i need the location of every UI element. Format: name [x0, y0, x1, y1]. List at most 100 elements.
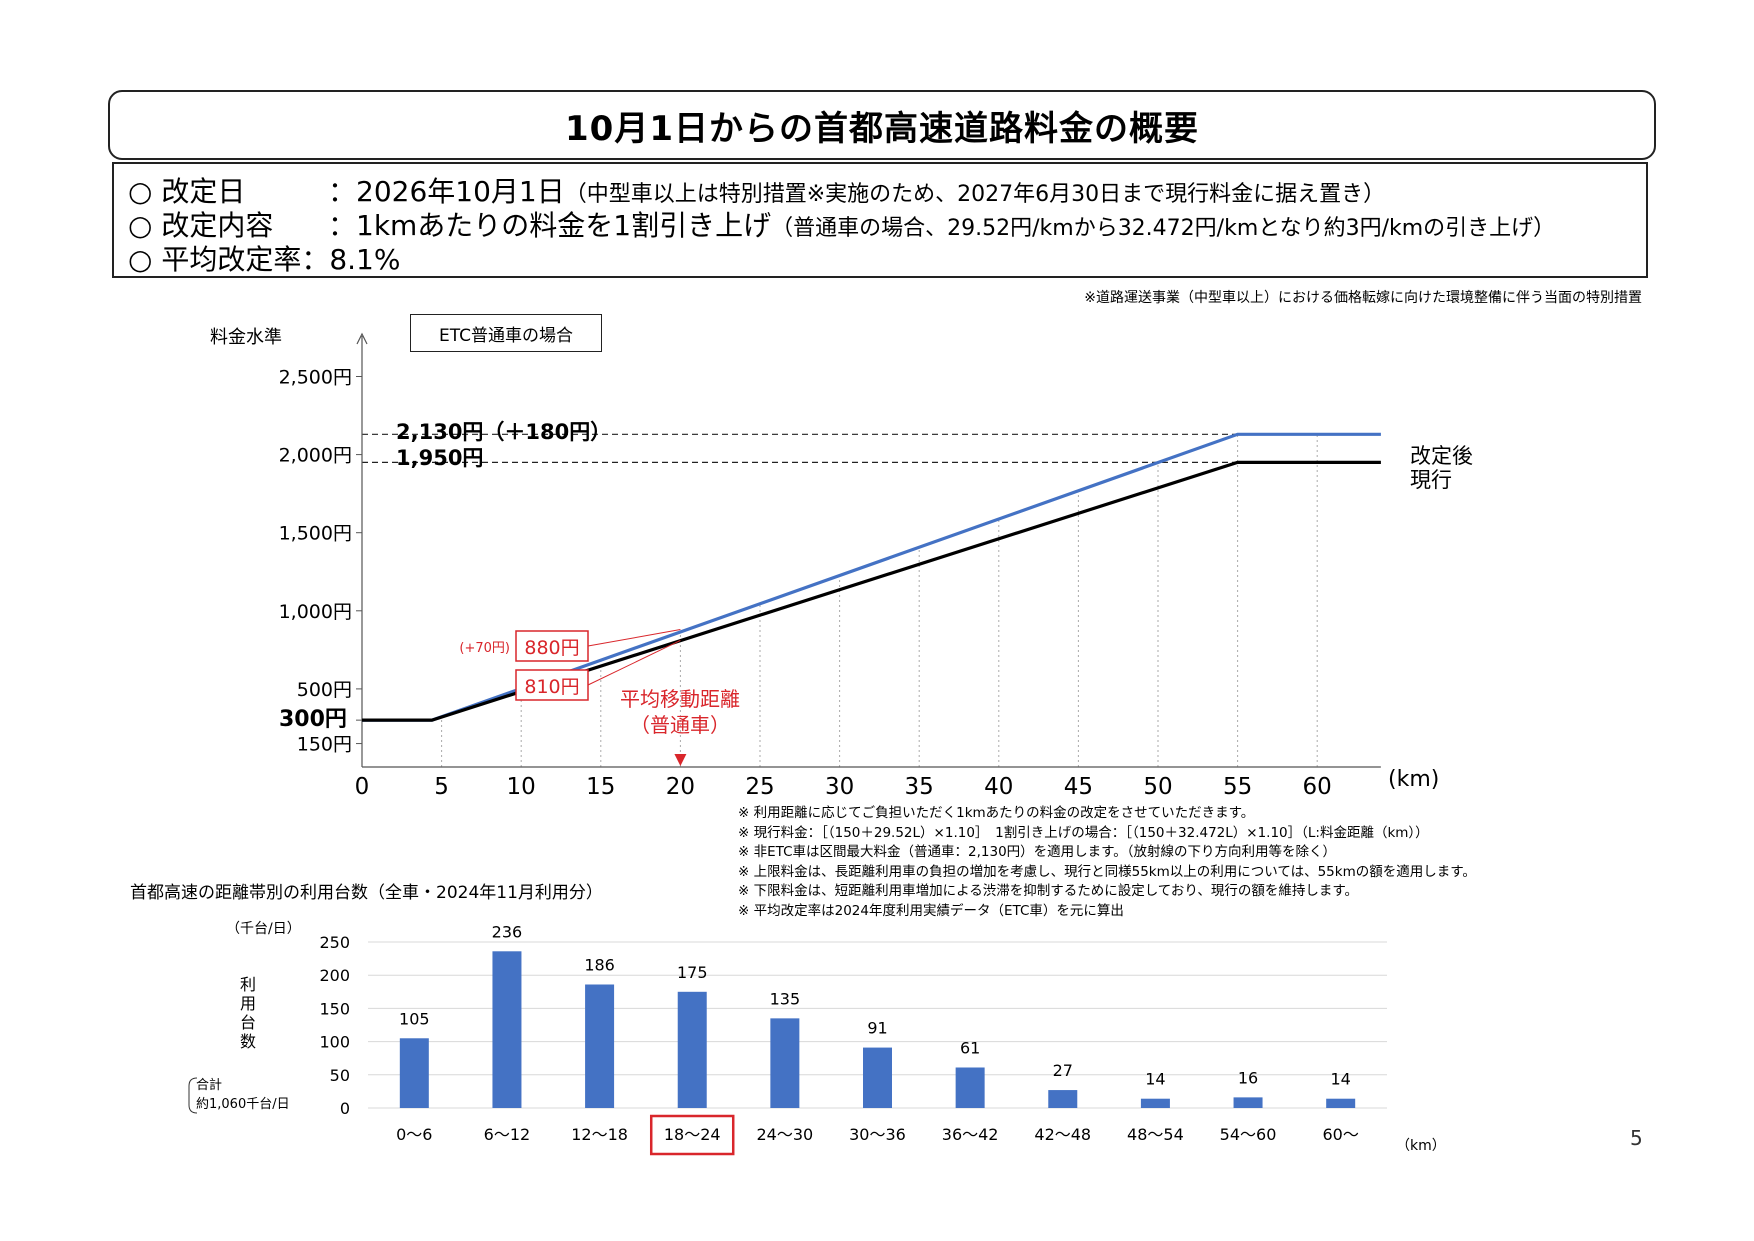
total-value: 約1,060千台/日 — [196, 1097, 290, 1112]
category-label: 36〜42 — [942, 1125, 999, 1144]
bar-value-label: 14 — [1145, 1070, 1165, 1089]
y-label-char: 数 — [240, 1032, 256, 1051]
avg-distance-sub: （普通車） — [630, 713, 730, 737]
series-line-old — [362, 460, 1381, 722]
category-label: 30〜36 — [849, 1125, 906, 1144]
y-tick-label: 2,000円 — [279, 445, 352, 467]
info-label: ○ 改定内容 — [128, 209, 274, 242]
info-row-date: ○ 改定日 ：2026年10月1日 （中型車以上は特別措置※実施のため、2027… — [128, 170, 1632, 208]
category-label: 12〜18 — [571, 1125, 628, 1144]
etc-vehicle-label: ETC普通車の場合 — [410, 314, 602, 352]
bar — [1233, 1097, 1263, 1108]
min-price-label: 300円 — [279, 707, 347, 732]
x-tick-label: 0 — [355, 774, 370, 800]
callout-old-price: 810円 — [524, 676, 579, 698]
info-label: ○ 平均改定率 — [128, 243, 302, 276]
x-tick-label: 60 — [1303, 774, 1332, 800]
legend-new: 改定後 — [1410, 444, 1473, 468]
callout-leader-new — [587, 629, 681, 647]
bar-value-label: 175 — [677, 963, 708, 982]
category-label: 60〜 — [1322, 1125, 1358, 1144]
bar — [1048, 1090, 1078, 1108]
y-tick-label: 200 — [319, 966, 350, 985]
bar — [677, 991, 707, 1108]
callout-group: 880円 810円 (+70円) — [459, 629, 681, 701]
category-label: 0〜6 — [396, 1125, 432, 1144]
y-tick-label: 250 — [319, 933, 350, 952]
bar — [863, 1047, 892, 1108]
total-bracket — [188, 1077, 198, 1114]
chart2-unit: （千台/日） — [226, 921, 301, 937]
fare-notes: ※ 利用距離に応じてご負担いただく1kmあたりの料金の改定をさせていただきます。… — [738, 804, 1476, 921]
bar-value-label: 61 — [960, 1038, 980, 1057]
note-line: ※ 平均改定率は2024年度利用実績データ（ETC車）を元に算出 — [738, 902, 1124, 919]
y-axis-arrow — [356, 332, 368, 345]
note-line: ※ 非ETC車は区間最大料金（普通車：2,130円）を適用します。（放射線の下り… — [738, 844, 1337, 860]
note-line: ※ 上限料金は、長距離利用車の負担の増加を考慮し、現行と同様55km以上の利用に… — [738, 863, 1476, 880]
x-tick-label: 55 — [1223, 774, 1252, 800]
info-value: ：1kmあたりの料金を1割引き上げ — [328, 209, 772, 242]
x-tick-label: 10 — [507, 774, 536, 800]
bar-value-label: 135 — [770, 989, 801, 1008]
y-tick-label: 0 — [340, 1099, 350, 1118]
y-label-char: 用 — [240, 994, 256, 1013]
y-tick-label: 500円 — [297, 679, 352, 701]
x-tick-label: 30 — [825, 774, 854, 800]
chart1-series — [362, 432, 1381, 722]
info-row-rate: ○ 平均改定率 ：8.1% — [128, 238, 1632, 276]
category-label: 48〜54 — [1127, 1125, 1184, 1144]
x-tick-label: 15 — [586, 774, 615, 800]
chart1-x-ticks: 0 5 10 15 20 25 30 35 40 45 50 55 60 — [355, 774, 1332, 800]
x-tick-label: 40 — [984, 774, 1013, 800]
bar — [770, 1018, 800, 1108]
info-label: ○ 改定日 — [128, 175, 246, 208]
legend-old: 現行 — [1410, 468, 1452, 492]
price-new-label: 2,130円（＋180円） — [396, 420, 611, 444]
category-label: 42〜48 — [1034, 1125, 1091, 1144]
note-line: ※ 下限料金は、短距離利用車増加による渋滞を抑制するために設定しており、現行の額… — [738, 883, 1358, 899]
page-title: 10月1日からの首都高速道路料金の概要 — [108, 90, 1656, 160]
chart2-y-ticks: 0 50 100 150 200 250 — [319, 933, 350, 1118]
y-tick-label: 1,500円 — [279, 523, 352, 545]
y-tick-label: 150円 — [297, 734, 352, 756]
bar-value-label: 14 — [1331, 1070, 1351, 1089]
page-number: 5 — [1630, 1126, 1643, 1150]
x-tick-label: 25 — [745, 774, 774, 800]
callout-new-price: 880円 — [524, 637, 579, 659]
note-line: ※ 利用距離に応じてご負担いただく1kmあたりの料金の改定をさせていただきます。 — [738, 805, 1255, 821]
y-label-char: 利 — [240, 975, 256, 994]
info-subnote: （普通車の場合、29.52円/kmから32.472円/kmとなり約3円/kmの引… — [771, 216, 1556, 241]
bar — [955, 1067, 985, 1108]
note-line: ※ 現行料金：［（150＋29.52L）×1.10］ 1割引き上げの場合：［（1… — [738, 824, 1429, 841]
category-label: 18〜24 — [664, 1125, 721, 1144]
info-row-content: ○ 改定内容 ：1kmあたりの料金を1割引き上げ （普通車の場合、29.52円/… — [128, 204, 1632, 242]
callout-box-new — [515, 630, 589, 662]
info-value: ：2026年10月1日 — [328, 175, 565, 208]
special-measure-footnote: ※道路運送事業（中型車以上）における価格転嫁に向けた環境整備に伴う当面の特別措置 — [1084, 290, 1642, 306]
chart1-axes — [356, 332, 1381, 768]
bar-value-label: 91 — [867, 1019, 887, 1038]
callout-leader-old — [587, 640, 681, 686]
bar — [585, 984, 615, 1108]
chart2-bars: 105 0〜6 236 6〜12 186 12〜18 175 18〜24 135 24〜30 91 3… — [396, 922, 1359, 1156]
x-tick-label: 5 — [434, 774, 449, 800]
callout-diff: (+70円) — [459, 641, 510, 656]
highlight-box — [649, 1114, 735, 1156]
bar-value-label: 186 — [584, 955, 615, 974]
fare-line-chart: 料金水準 150円 500円 1,000円 1,500円 2,000円 2,500円 0 5… — [210, 327, 1473, 800]
chart1-y-ticks: 150円 500円 1,000円 1,500円 2,000円 2,500円 — [279, 367, 362, 756]
callout-box-old — [515, 669, 589, 701]
info-value: ：8.1% — [301, 243, 401, 276]
y-label-char: 台 — [240, 1013, 256, 1032]
y-tick-label: 50 — [330, 1066, 350, 1085]
y-axis-label: 料金水準 — [210, 327, 282, 348]
x-tick-label: 35 — [905, 774, 934, 800]
chart1-gridlines — [362, 433, 1318, 767]
bar-value-label: 105 — [399, 1009, 430, 1028]
total-label: 合計 — [196, 1077, 222, 1093]
x-axis-unit: (km) — [1388, 767, 1439, 792]
x-tick-label: 50 — [1143, 774, 1172, 800]
info-subnote: （中型車以上は特別措置※実施のため、2027年6月30日まで現行料金に据え置き） — [564, 182, 1386, 207]
price-old-label: 1,950円 — [396, 446, 483, 470]
